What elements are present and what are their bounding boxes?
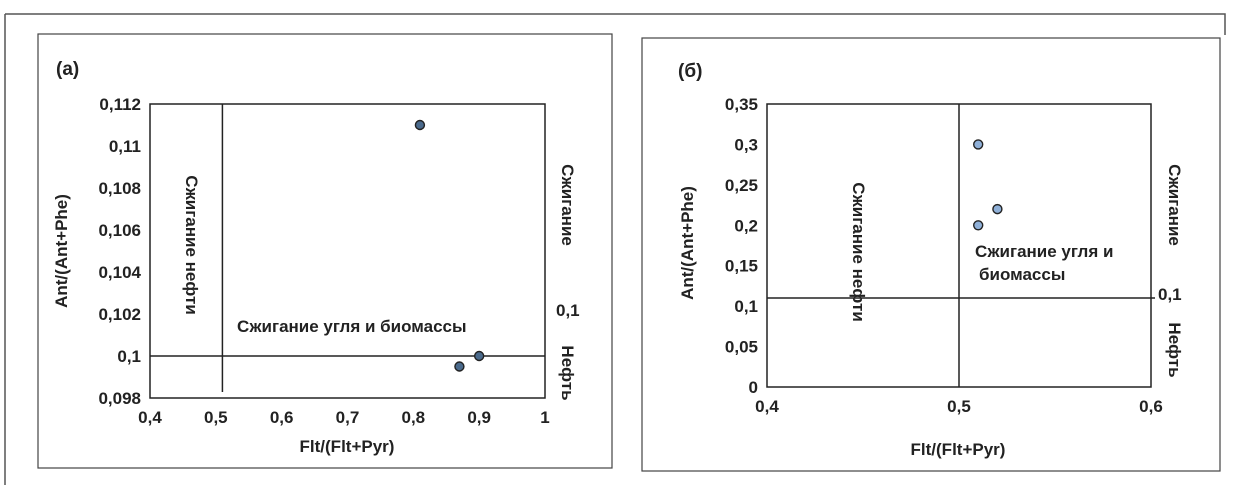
panel-a-right-top-label: Сжигание bbox=[558, 164, 577, 246]
panel-a-data-point bbox=[414, 119, 426, 131]
panel-b-right-bottom-label: Нефть bbox=[1165, 322, 1184, 377]
panel-b-x-tick-label: 0,6 bbox=[1139, 397, 1163, 416]
panel-a-y-tick-label: 0,102 bbox=[98, 305, 141, 324]
chart-panel-b: (б) 0 0,05 0,1 0,15 0,2 0,25 0,3 0,35 0,4 0,5 0,6… bbox=[641, 37, 1221, 472]
panel-a-right-bottom-label: Нефть bbox=[558, 345, 577, 400]
panel-a-points bbox=[414, 119, 485, 372]
panel-b-label: (б) bbox=[678, 61, 702, 82]
panel-b-data-point bbox=[973, 139, 984, 150]
panel-b-x-ticks: 0,4 0,5 0,6 bbox=[755, 397, 1163, 416]
panel-b-right-region-label-line2: биомассы bbox=[979, 265, 1065, 284]
panel-b-data-point bbox=[973, 220, 984, 231]
panel-a-y-tick-label: 0,098 bbox=[98, 389, 141, 408]
panel-a-data-point bbox=[473, 350, 485, 362]
panel-a-y-tick-label: 0,106 bbox=[98, 221, 141, 240]
panel-b-y-axis-title: Ant/(Ant+Phe) bbox=[678, 186, 697, 300]
panel-b-right-mid-label: 0,1 bbox=[1158, 285, 1182, 304]
panel-b-y-tick-label: 0,25 bbox=[725, 176, 758, 195]
panel-b-x-tick-label: 0,4 bbox=[755, 397, 779, 416]
panel-a-x-axis-title: Flt/(Flt+Pyr) bbox=[300, 437, 395, 456]
panel-b-border bbox=[641, 37, 1221, 472]
panel-b-y-tick-label: 0,3 bbox=[734, 135, 758, 154]
chart-panel-a: (a) 0,0980,10,1020,1040,1060,1080,110,11… bbox=[37, 33, 613, 469]
panel-b-y-tick-label: 0,1 bbox=[734, 297, 758, 316]
panel-a-border bbox=[37, 33, 613, 469]
panel-a-left-region-label: Сжигание нефти bbox=[182, 175, 201, 315]
panel-b-right-top-label: Сжигание bbox=[1165, 164, 1184, 246]
panel-b-y-tick-label: 0,2 bbox=[734, 216, 758, 235]
panel-b-right-region-label-line1: Сжигание угля и bbox=[975, 242, 1113, 261]
panel-a-y-tick-label: 0,112 bbox=[99, 95, 141, 114]
panel-a-y-tick-label: 0,1 bbox=[117, 347, 141, 366]
panel-a-right-region-label: Сжигание угля и биомассы bbox=[237, 317, 467, 336]
panel-b-x-tick-label: 0,5 bbox=[947, 397, 971, 416]
panel-b-y-ticks: 0 0,05 0,1 0,15 0,2 0,25 0,3 0,35 bbox=[725, 95, 758, 397]
panel-a-x-tick-label: 0,9 bbox=[467, 408, 491, 427]
panel-a-x-tick-label: 0,8 bbox=[402, 408, 426, 427]
panel-b-left-region-label: Сжигание нефти bbox=[849, 182, 868, 322]
panel-b-y-tick-label: 0,15 bbox=[725, 257, 758, 276]
panel-a-right-mid-label: 0,1 bbox=[556, 301, 580, 320]
panel-b-x-axis-title: Flt/(Flt+Pyr) bbox=[911, 440, 1006, 459]
panel-a-y-tick-label: 0,104 bbox=[98, 263, 141, 282]
panel-a-plot-area bbox=[149, 103, 546, 399]
panel-a-x-tick-label: 0,4 bbox=[138, 408, 162, 427]
panel-a-data-point bbox=[454, 361, 465, 372]
panel-b-y-tick-label: 0,05 bbox=[725, 338, 758, 357]
panel-a-x-tick-label: 0,6 bbox=[270, 408, 294, 427]
panel-a-label: (a) bbox=[56, 59, 79, 80]
panel-b-y-tick-label: 0 bbox=[749, 378, 758, 397]
panel-a-y-tick-label: 0,11 bbox=[109, 137, 141, 156]
panel-b-y-tick-label: 0,35 bbox=[725, 95, 758, 114]
panel-a-x-tick-label: 1 bbox=[540, 408, 549, 427]
panel-a-x-tick-label: 0,7 bbox=[336, 408, 360, 427]
panel-b-points bbox=[973, 139, 1003, 231]
figure-frame-top bbox=[5, 13, 1226, 35]
panel-a-y-ticks: 0,098 0,1 0,102 0,104 0,106 0,108 0,11 0,112 bbox=[98, 95, 141, 408]
panel-a-x-ticks: 0,4 0,5 0,6 0,7 0,8 0,9 1 bbox=[138, 408, 550, 427]
panel-a-x-tick-label: 0,5 bbox=[204, 408, 228, 427]
panel-a-y-axis-title: Ant/(Ant+Phe) bbox=[52, 194, 71, 308]
panel-b-data-point bbox=[992, 203, 1003, 215]
panel-a-y-tick-label: 0,108 bbox=[98, 179, 141, 198]
